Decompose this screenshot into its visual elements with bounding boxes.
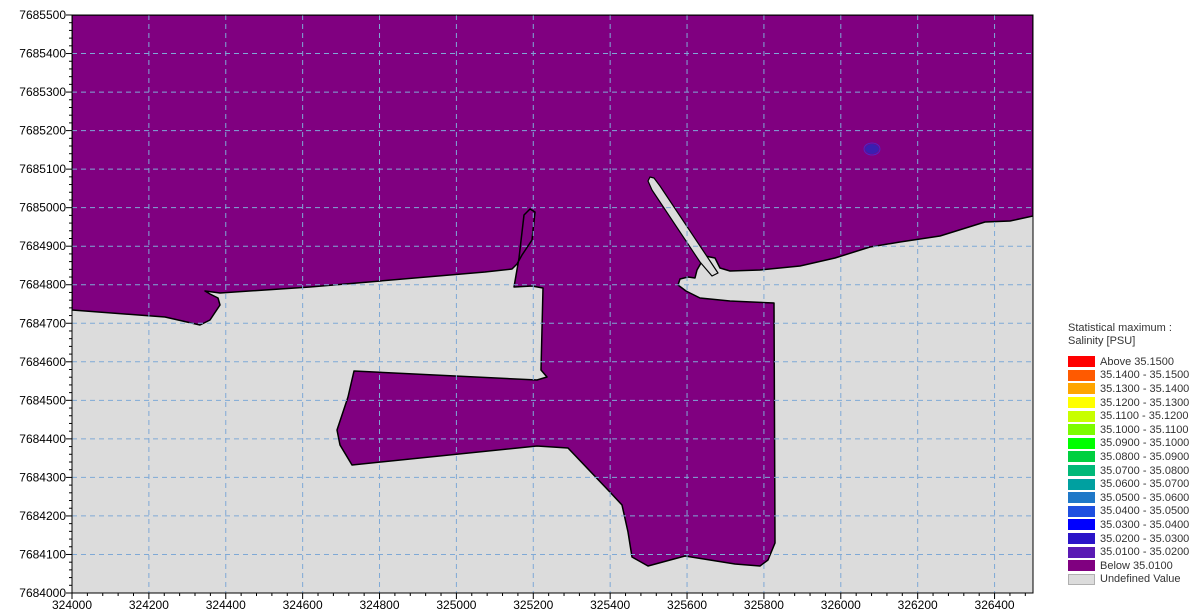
legend-swatch: [1068, 478, 1095, 490]
x-tick-label: 324800: [359, 598, 399, 612]
legend-subtitle: Salinity [PSU]: [1068, 335, 1136, 347]
legend-label: 35.0300 - 35.0400: [1100, 518, 1190, 531]
legend: Statistical maximum : Salinity [PSU] Abo…: [1068, 322, 1198, 586]
legend-title: Statistical maximum :: [1068, 322, 1172, 334]
legend-item: Below 35.0100: [1068, 559, 1198, 573]
x-tick-label: 325800: [744, 598, 784, 612]
x-tick-label: 326400: [975, 598, 1015, 612]
salinity-hotspot-edge: [863, 142, 881, 156]
legend-item: 35.1100 - 35.1200: [1068, 409, 1198, 423]
legend-swatch: [1068, 560, 1095, 572]
x-tick-label: 324600: [283, 598, 323, 612]
y-tick-label: 7684800: [19, 278, 66, 292]
legend-swatch: [1068, 519, 1095, 531]
legend-swatch: [1068, 533, 1095, 545]
x-tick-label: 325600: [667, 598, 707, 612]
y-axis: 7684000 7684100 7684200 7684300 7684400 76845…: [19, 8, 72, 600]
x-tick-label: 324200: [129, 598, 169, 612]
legend-item: 35.0900 - 35.1000: [1068, 437, 1198, 451]
legend-item: 35.0400 - 35.0500: [1068, 505, 1198, 519]
y-tick-label: 7684700: [19, 316, 66, 330]
y-tick-label: 7685300: [19, 85, 66, 99]
map-frame: [71, 14, 1034, 594]
x-tick-label: 326000: [821, 598, 861, 612]
legend-label: Below 35.0100: [1100, 559, 1173, 572]
legend-swatch: [1068, 451, 1095, 463]
legend-item: 35.1400 - 35.1500: [1068, 369, 1198, 383]
water-body-salinity-below: [72, 15, 1033, 567]
y-tick-label: 7685400: [19, 47, 66, 61]
x-tick-label: 325400: [590, 598, 630, 612]
salinity-hotspot: [865, 144, 879, 154]
legend-swatch: [1068, 383, 1095, 395]
y-tick-label: 7684600: [19, 355, 66, 369]
legend-label: 35.0600 - 35.0700: [1100, 478, 1190, 491]
legend-swatch: [1068, 546, 1095, 558]
legend-item: 35.1000 - 35.1100: [1068, 423, 1198, 437]
legend-label: 35.0200 - 35.0300: [1100, 532, 1190, 545]
legend-label: 35.1400 - 35.1500: [1100, 369, 1190, 382]
legend-item: 35.0800 - 35.0900: [1068, 450, 1198, 464]
legend-swatch: [1068, 465, 1095, 477]
legend-label: 35.1100 - 35.1200: [1100, 410, 1189, 423]
legend-swatch: [1068, 505, 1095, 517]
x-tick-label: 325000: [436, 598, 476, 612]
x-tick-label: 324000: [52, 598, 92, 612]
legend-label: 35.0100 - 35.0200: [1100, 546, 1190, 559]
legend-items: Above 35.1500 35.1400 - 35.1500 35.1300 - …: [1068, 355, 1198, 586]
y-tick-label: 7684300: [19, 470, 66, 484]
legend-swatch: [1068, 369, 1095, 381]
legend-item: 35.1200 - 35.1300: [1068, 396, 1198, 410]
legend-item: 35.0600 - 35.0700: [1068, 477, 1198, 491]
legend-label: 35.0400 - 35.0500: [1100, 505, 1190, 518]
y-tick-label: 7685500: [19, 8, 66, 22]
breakwater: [647, 176, 719, 277]
legend-label: 35.0500 - 35.0600: [1100, 491, 1190, 504]
legend-item: 35.0100 - 35.0200: [1068, 545, 1198, 559]
x-tick-label: 324400: [206, 598, 246, 612]
y-tick-label: 7684000: [19, 586, 66, 600]
legend-label: 35.1300 - 35.1400: [1100, 382, 1190, 395]
legend-label: 35.1000 - 35.1100: [1100, 423, 1189, 436]
legend-label: Undefined Value: [1100, 573, 1181, 586]
legend-item: 35.0500 - 35.0600: [1068, 491, 1198, 505]
legend-item: 35.0700 - 35.0800: [1068, 464, 1198, 478]
y-tick-label: 7684400: [19, 432, 66, 446]
legend-swatch: [1068, 437, 1095, 449]
legend-swatch: [1068, 356, 1095, 368]
legend-swatch: [1068, 573, 1095, 585]
y-tick-label: 7685000: [19, 201, 66, 215]
x-tick-label: 325200: [513, 598, 553, 612]
legend-item: Undefined Value: [1068, 573, 1198, 587]
y-tick-label: 7684100: [19, 547, 66, 561]
y-tick-label: 7684500: [19, 393, 66, 407]
y-tick-label: 7685100: [19, 162, 66, 176]
legend-swatch: [1068, 397, 1095, 409]
legend-label: 35.0900 - 35.1000: [1100, 437, 1190, 450]
legend-label: Above 35.1500: [1100, 355, 1175, 368]
legend-swatch: [1068, 424, 1095, 436]
legend-label: 35.0800 - 35.0900: [1100, 450, 1190, 463]
legend-swatch: [1068, 492, 1095, 504]
legend-item: 35.1300 - 35.1400: [1068, 382, 1198, 396]
legend-item: 35.0300 - 35.0400: [1068, 518, 1198, 532]
map-grid: [72, 15, 1033, 593]
legend-label: 35.1200 - 35.1300: [1100, 396, 1190, 409]
y-tick-label: 7684900: [19, 239, 66, 253]
legend-swatch: [1068, 410, 1095, 422]
y-tick-label: 7685200: [19, 124, 66, 138]
y-tick-label: 7684200: [19, 509, 66, 523]
legend-label: 35.0700 - 35.0800: [1100, 464, 1190, 477]
x-axis: 324000 324200 324400 324600 324800 325000 3252…: [52, 593, 1026, 612]
legend-item: 35.0200 - 35.0300: [1068, 532, 1198, 546]
legend-item: Above 35.1500: [1068, 355, 1198, 369]
x-tick-label: 326200: [898, 598, 938, 612]
